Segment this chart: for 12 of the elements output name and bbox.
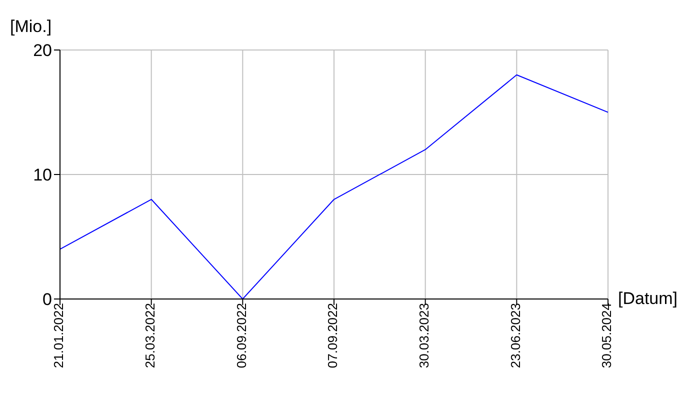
x-tick-label: 25.03.2022 <box>142 303 158 368</box>
x-tick-label: 23.06.2023 <box>508 303 523 368</box>
x-tick-label: 30.03.2023 <box>416 303 432 368</box>
x-axis-title: [Datum] <box>618 289 678 309</box>
y-tick-label: 10 <box>33 166 52 185</box>
x-tick-label: 06.09.2022 <box>234 303 249 368</box>
x-tick-label: 07.09.2022 <box>325 303 340 368</box>
y-tick-label: 20 <box>33 41 52 60</box>
y-tick-label: 0 <box>42 290 52 310</box>
x-tick-label: 30.05.2024 <box>599 303 614 368</box>
y-axis-title: [Mio.] <box>10 17 52 37</box>
x-tick-label: 21.01.2022 <box>51 303 66 368</box>
